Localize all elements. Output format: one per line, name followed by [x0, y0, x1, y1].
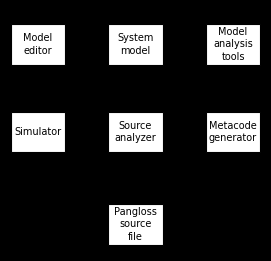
Text: Metacode
generator: Metacode generator	[209, 121, 257, 143]
Text: Model
editor: Model editor	[23, 33, 53, 56]
FancyBboxPatch shape	[108, 24, 163, 65]
Text: Model
analysis
tools: Model analysis tools	[213, 27, 253, 62]
FancyBboxPatch shape	[11, 24, 65, 65]
FancyBboxPatch shape	[108, 112, 163, 152]
Text: Source
analyzer: Source analyzer	[115, 121, 156, 143]
FancyBboxPatch shape	[206, 112, 260, 152]
Text: System
model: System model	[117, 33, 154, 56]
FancyBboxPatch shape	[206, 24, 260, 65]
Text: Pangloss
source
file: Pangloss source file	[114, 207, 157, 242]
FancyBboxPatch shape	[11, 112, 65, 152]
Text: Simulator: Simulator	[14, 127, 62, 137]
FancyBboxPatch shape	[108, 204, 163, 245]
